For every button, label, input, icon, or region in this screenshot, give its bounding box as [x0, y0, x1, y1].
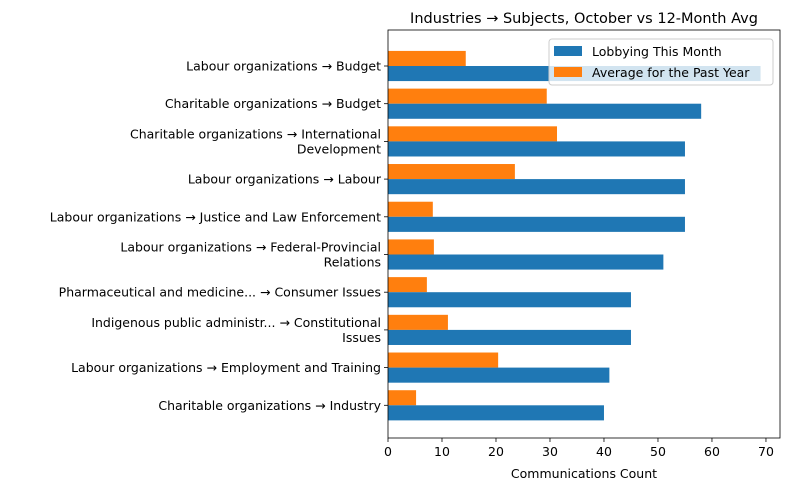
legend-label: Average for the Past Year: [592, 65, 750, 80]
y-tick-label: Pharmaceutical and medicine... → Consume…: [59, 285, 381, 300]
bar-this-month: [388, 179, 685, 195]
bar-this-month: [388, 329, 631, 345]
bar-average: [388, 201, 433, 217]
legend-swatch: [554, 67, 582, 77]
y-tick-label: Labour organizations → Justice and Law E…: [50, 209, 381, 224]
y-tick-label: Charitable organizations → Industry: [158, 398, 381, 413]
bar-average: [388, 50, 466, 66]
plot-frame: [387, 29, 781, 439]
x-tick-label: 0: [384, 444, 392, 459]
bar-average: [388, 352, 499, 368]
x-tick-label: 20: [488, 444, 504, 459]
y-tick-label: Indigenous public administr... → Constit…: [91, 315, 381, 330]
y-tick-label: Issues: [342, 330, 381, 345]
legend-swatch: [554, 46, 582, 56]
bar-average: [388, 126, 558, 142]
bar-average: [388, 88, 547, 104]
x-axis-label: Communications Count: [511, 466, 657, 481]
x-tick-label: 50: [650, 444, 666, 459]
y-tick-label: Labour organizations → Federal-Provincia…: [120, 240, 381, 255]
y-tick-label: Charitable organizations → Budget: [165, 96, 381, 111]
x-tick-label: 10: [434, 444, 450, 459]
bar-this-month: [388, 103, 702, 119]
bar-this-month: [388, 254, 664, 270]
y-tick-label: Relations: [324, 255, 381, 270]
y-tick-label: Labour organizations → Employment and Tr…: [71, 360, 381, 375]
y-tick-label: Development: [297, 141, 381, 156]
bar-this-month: [388, 405, 604, 421]
bar-average: [388, 314, 448, 330]
bar-average: [388, 239, 434, 255]
x-tick-label: 40: [596, 444, 612, 459]
bar-average: [388, 277, 427, 293]
x-tick-label: 30: [542, 444, 558, 459]
y-tick-label: Labour organizations → Budget: [186, 59, 381, 74]
bar-average: [388, 164, 515, 180]
bar-this-month: [388, 141, 685, 157]
bar-average: [388, 390, 417, 406]
bar-this-month: [388, 367, 610, 383]
chart-title: Industries → Subjects, October vs 12-Mon…: [410, 11, 758, 27]
bar-this-month: [388, 216, 685, 232]
x-tick-label: 70: [758, 444, 774, 459]
legend-label: Lobbying This Month: [592, 44, 722, 59]
legend-box: [548, 38, 774, 86]
bar-this-month: [388, 292, 631, 308]
y-tick-label: Charitable organizations → International: [130, 126, 381, 141]
y-tick-label: Labour organizations → Labour: [188, 172, 382, 187]
x-tick-label: 60: [704, 444, 720, 459]
